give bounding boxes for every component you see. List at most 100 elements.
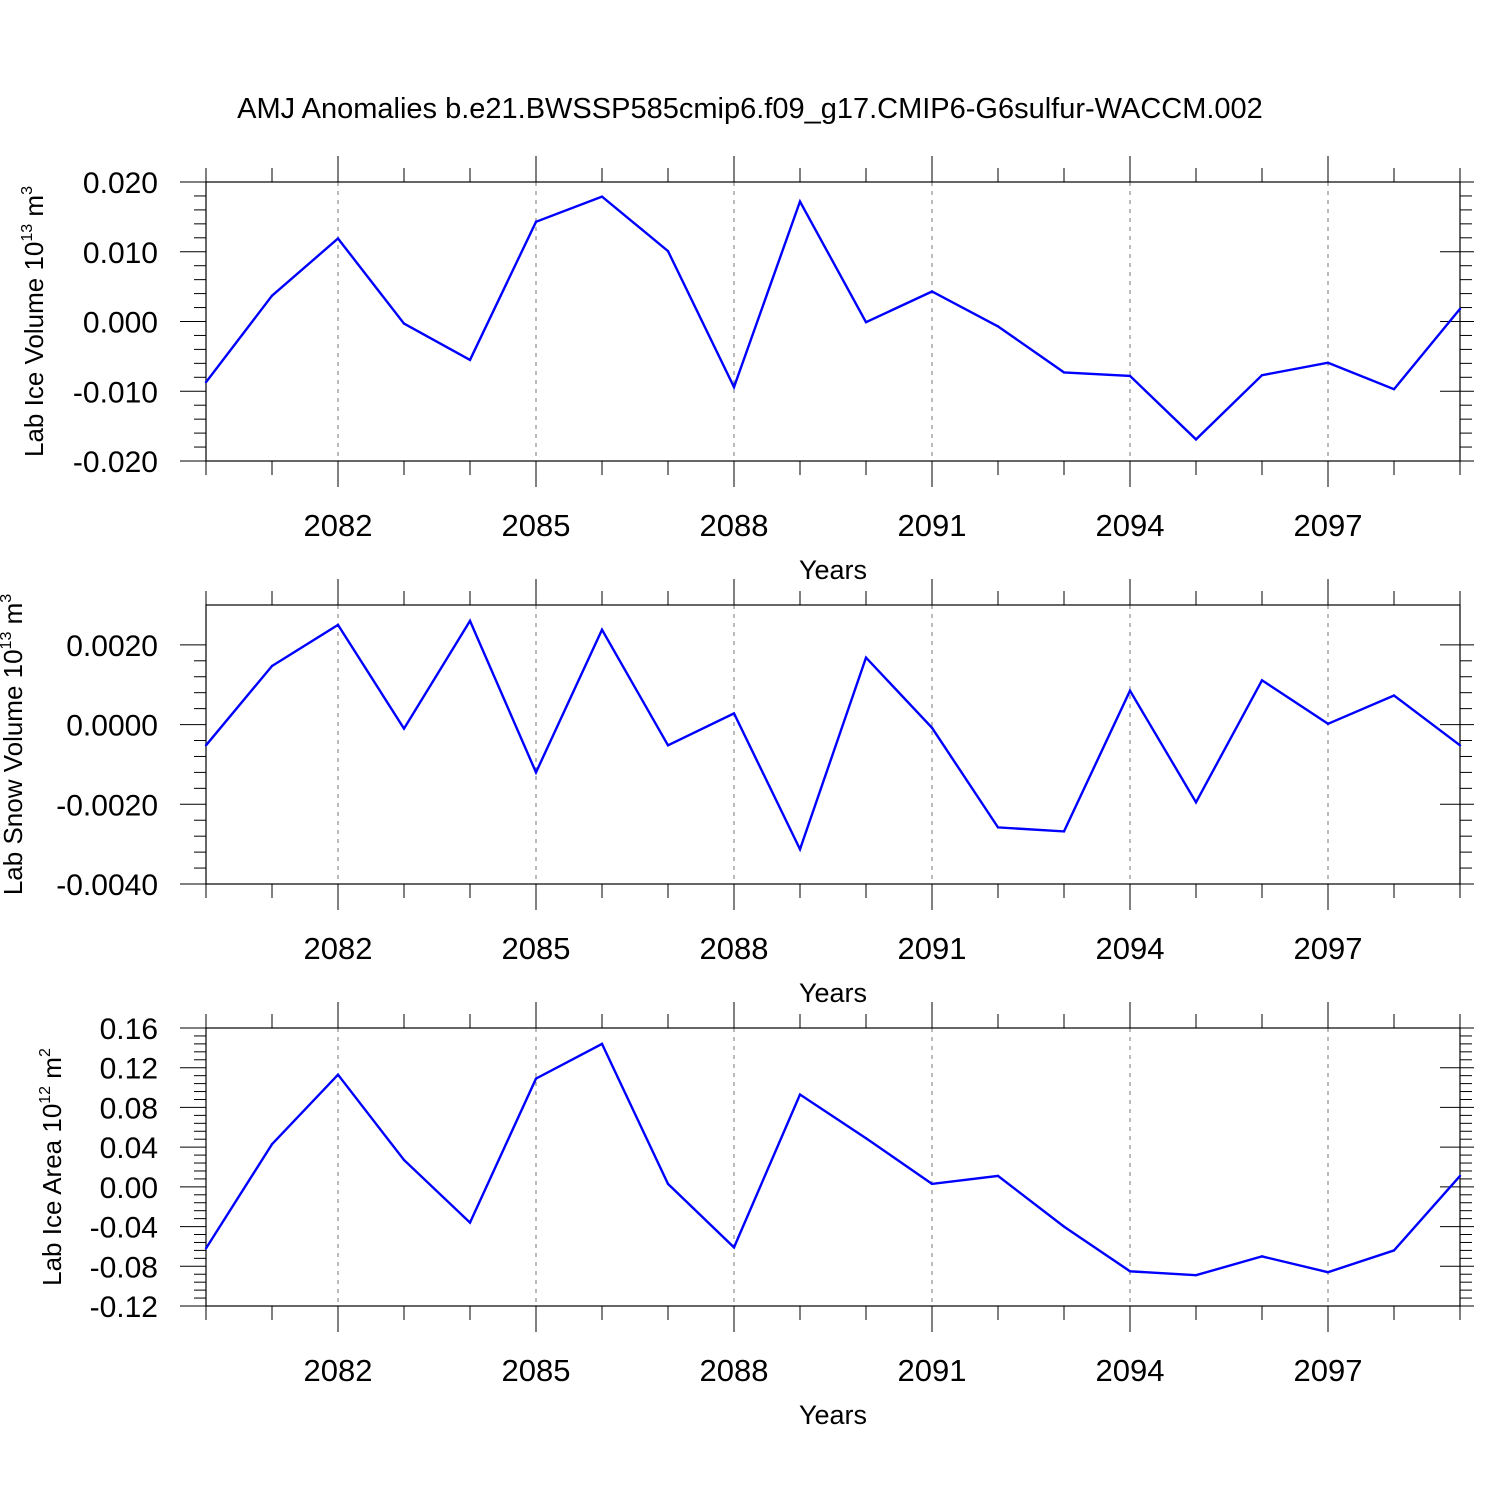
data-point [336,1073,340,1076]
y-tick-label: 0.08 [100,1092,158,1125]
x-tick-label: 2082 [304,508,373,543]
data-point [204,744,208,747]
data-point [996,1174,1000,1178]
data-point [336,623,340,627]
y-tick-label: -0.020 [73,446,158,479]
x-tick-label: 2088 [700,1353,769,1388]
y-tick-label: -0.0020 [56,789,158,822]
data-point [1062,1225,1066,1228]
y-tick-label: 0.0020 [66,630,158,663]
data-point [996,826,1000,829]
data-point [270,294,274,297]
y-axis-label: Lab Snow Volume 1013 m3 [0,594,28,895]
data-point [1194,1274,1198,1277]
data-point [600,1042,604,1046]
data-point [1194,801,1198,804]
data-point [402,322,406,325]
data-point [732,1246,736,1249]
data-point [1260,679,1264,682]
data-point [1260,1255,1264,1258]
data-point [402,727,406,730]
data-point [204,1247,208,1250]
y-tick-label: -0.010 [73,376,158,409]
data-point [402,1158,406,1162]
y-tick-label: -0.04 [90,1212,158,1245]
data-point [1326,361,1330,364]
x-tick-label: 2088 [700,508,769,543]
data-point [534,1077,538,1080]
data-point [1326,722,1330,725]
data-point [1392,694,1396,697]
data-point [1062,371,1066,374]
x-tick-label: 2097 [1294,508,1363,543]
y-axis-label: Lab Ice Volume 1013 m3 [19,186,49,457]
panel-1: 0.020 0.010 0.000 -0.010 -0.020 2082 2085 2088 2… [19,156,1474,585]
plot-frame [205,604,1461,885]
data-point [864,1137,868,1140]
data-point [1458,307,1462,311]
x-tick-label: 2082 [304,1353,373,1388]
data-point [798,1093,802,1096]
y-tick-label: -0.0040 [56,869,158,902]
data-point [666,1182,670,1186]
x-tick-label: 2097 [1294,1353,1363,1388]
data-point [468,619,472,623]
data-point [930,1182,934,1186]
y-tick-label: -0.12 [90,1291,158,1324]
y-tick-label: 0.12 [100,1053,158,1086]
data-point [468,1221,472,1224]
x-tick-label: 2094 [1096,1353,1165,1388]
data-point [798,848,802,851]
data-point [1392,1249,1396,1252]
data-point [798,200,802,203]
x-tick-label: 2091 [898,508,967,543]
y-tick-label: 0.04 [100,1132,158,1165]
data-point [666,744,670,747]
data-point [600,195,604,198]
x-tick-label: 2085 [502,508,571,543]
x-tick-label: 2085 [502,1353,571,1388]
series-line [204,1042,1461,1277]
data-point [336,237,340,240]
data-point [204,380,208,384]
y-tick-label: 0.020 [83,167,158,200]
data-point [1458,744,1462,747]
plot-frame [205,1027,1461,1307]
data-point [1260,374,1264,377]
data-point [666,249,670,253]
panel-3: 0.16 0.12 0.08 0.04 0.00 -0.04 -0.08 -0.12 2082 2… [37,1002,1474,1430]
x-tick-label: 2082 [304,931,373,966]
data-point [534,220,538,223]
y-tick-label: 0.010 [83,237,158,270]
figure-title: AMJ Anomalies b.e21.BWSSP585cmip6.f09_g1… [237,93,1263,125]
data-point [1458,1174,1462,1178]
data-point [1326,1271,1330,1274]
x-tick-label: 2091 [898,931,967,966]
y-tick-label: 0.000 [83,307,158,340]
x-tick-label: 2091 [898,1353,967,1388]
x-axis-label: Years [799,1400,867,1430]
x-tick-label: 2094 [1096,931,1165,966]
series-line [205,618,1461,853]
data-point [930,726,934,729]
data-point [1128,1270,1132,1273]
data-point [996,325,1000,328]
y-tick-label: 0.00 [100,1172,158,1205]
y-tick-label: -0.08 [90,1251,158,1284]
data-point [864,656,868,659]
data-point [864,320,868,324]
y-tick-label: 0.0000 [66,710,158,743]
x-tick-label: 2094 [1096,508,1165,543]
data-point [1392,387,1396,391]
series-line [205,195,1461,442]
data-point [270,664,274,668]
x-axis-label: Years [799,555,867,585]
data-point [270,1142,274,1146]
data-point [468,358,472,362]
data-point [600,628,604,631]
y-axis-label: Lab Ice Area 1012 m2 [37,1048,67,1286]
data-point [732,712,736,715]
data-point [1194,438,1198,441]
data-point [1128,689,1132,692]
